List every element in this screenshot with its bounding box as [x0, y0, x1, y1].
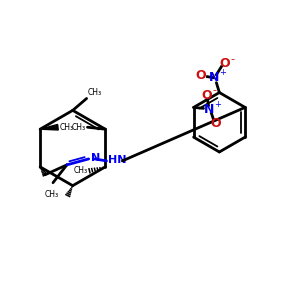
Text: CH₃: CH₃: [74, 166, 88, 175]
Text: CH₃: CH₃: [60, 123, 74, 132]
Text: N: N: [209, 71, 220, 84]
Text: -: -: [230, 54, 234, 64]
Text: CH₃: CH₃: [88, 88, 102, 97]
Text: +: +: [214, 100, 221, 109]
Text: HN: HN: [109, 155, 127, 165]
Text: CH₃: CH₃: [71, 123, 85, 132]
Text: O: O: [219, 57, 230, 70]
Text: N: N: [204, 103, 215, 116]
Text: -: -: [212, 85, 216, 96]
Text: O: O: [195, 69, 206, 82]
Polygon shape: [40, 124, 58, 130]
Text: O: O: [210, 117, 221, 130]
Text: +: +: [219, 68, 226, 77]
Text: O: O: [201, 89, 212, 102]
Text: N: N: [91, 153, 100, 163]
Text: CH₃: CH₃: [45, 190, 59, 199]
